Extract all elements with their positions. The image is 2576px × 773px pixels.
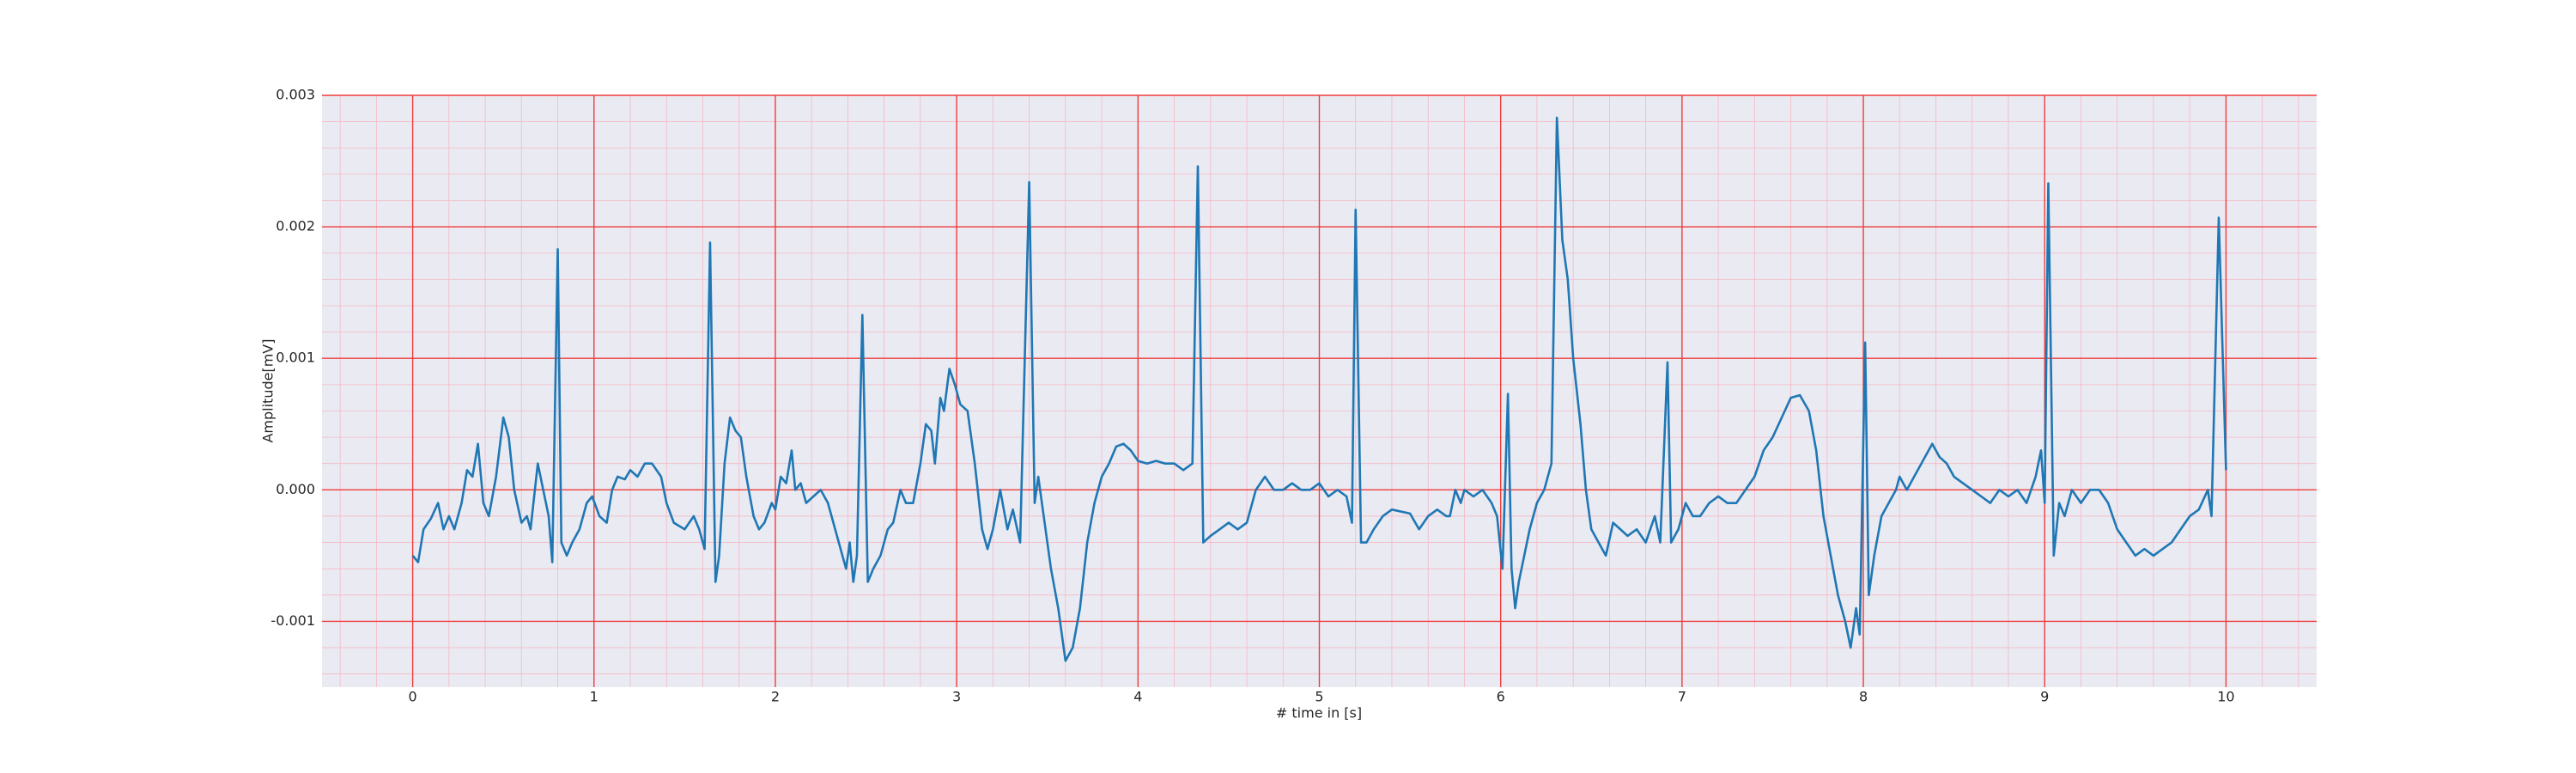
x-tick-label: 3 (952, 689, 961, 705)
x-tick-label: 9 (2040, 689, 2049, 705)
x-tick-label: 10 (2217, 689, 2234, 705)
y-tick-label: 0.002 (276, 218, 315, 234)
y-tick-label: 0.003 (276, 87, 315, 103)
y-axis-label: Amplitude[mV] (260, 338, 276, 442)
x-tick-label: 6 (1497, 689, 1505, 705)
x-tick-label: 7 (1678, 689, 1686, 705)
marks (411, 116, 2227, 662)
x-tick-label: 5 (1315, 689, 1323, 705)
x-tick-label: 4 (1133, 689, 1142, 705)
signal-line (411, 116, 2227, 662)
labels: 0 1 2 3 4 5 6 7 8 9 10 -0.001 0.000 0.001 0.002 0.003 (270, 87, 2234, 705)
y-tick-label: -0.001 (270, 612, 315, 629)
x-tick-label: 1 (590, 689, 598, 705)
x-tick-label: 8 (1859, 689, 1868, 705)
y-tick-label: 0.001 (276, 350, 315, 366)
x-axis-label: # time in [s] (1276, 705, 1362, 721)
grid (322, 94, 2317, 687)
y-tick-label: 0.000 (276, 481, 315, 497)
x-tick-label: 2 (771, 689, 780, 705)
x-tick-label: 0 (408, 689, 416, 705)
